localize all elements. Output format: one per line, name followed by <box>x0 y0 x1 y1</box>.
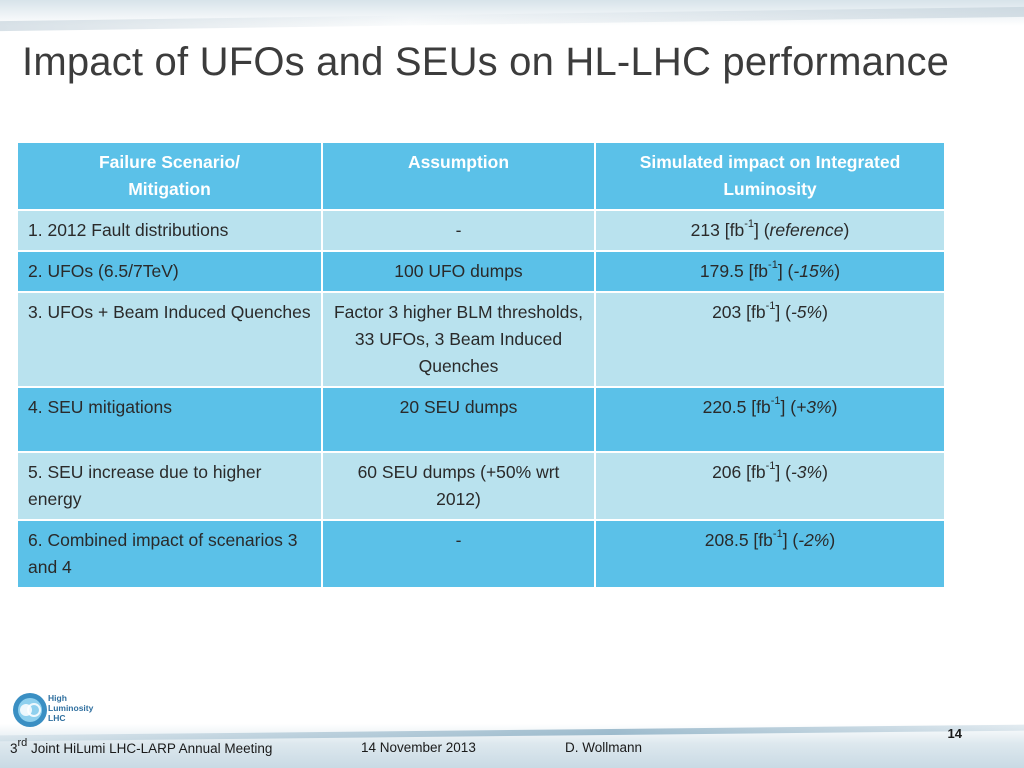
page-number: 14 <box>947 726 962 741</box>
impact-note: -3% <box>790 462 823 482</box>
logo-line: LHC <box>48 713 66 723</box>
impact-separator: ] ( <box>780 397 797 417</box>
footer-meeting: 3rd Joint HiLumi LHC-LARP Annual Meeting <box>10 737 273 756</box>
impact-cell: 220.5 [fb-1] (+3%) <box>594 386 946 453</box>
logo-line: Luminosity <box>48 703 94 713</box>
logo-line: High <box>48 693 67 703</box>
header-text: Assumption <box>407 152 510 172</box>
impact-table: Failure Scenario/ Mitigation Assumption … <box>16 141 946 589</box>
impact-end: ) <box>829 530 836 550</box>
impact-unit-exponent: -1 <box>765 300 776 313</box>
assumption-cell: Factor 3 higher BLM thresholds, 33 UFOs,… <box>321 291 596 388</box>
header-text: Luminosity <box>723 179 817 199</box>
impact-note: +3% <box>796 397 832 417</box>
top-decoration-band <box>0 0 1024 26</box>
impact-value: 206 [fb <box>712 462 766 482</box>
header-assumption: Assumption <box>321 141 596 211</box>
impact-cell: 206 [fb-1] (-3%) <box>594 451 946 521</box>
impact-cell: 179.5 [fb-1] (-15%) <box>594 250 946 293</box>
table-row: 2. UFOs (6.5/7TeV) 100 UFO dumps 179.5 [… <box>16 250 946 293</box>
header-text: Simulated impact on Integrated <box>639 152 901 172</box>
header-failure-scenario: Failure Scenario/ Mitigation <box>16 141 323 211</box>
impact-note: -2% <box>798 530 830 550</box>
impact-unit-exponent: -1 <box>768 259 778 272</box>
footer-author: D. Wollmann <box>565 740 643 755</box>
header-text: Failure Scenario/ <box>98 152 241 172</box>
assumption-cell: 60 SEU dumps (+50% wrt 2012) <box>321 451 596 521</box>
table-header-row: Failure Scenario/ Mitigation Assumption … <box>16 141 946 211</box>
impact-value: 208.5 [fb <box>704 530 773 550</box>
scenario-cell: 1. 2012 Fault distributions <box>16 209 323 252</box>
table-row: 4. SEU mitigations 20 SEU dumps 220.5 [f… <box>16 386 946 453</box>
hilumi-logo-icon <box>13 693 47 727</box>
impact-unit-exponent: -1 <box>770 395 781 408</box>
hilumi-logo-text: High Luminosity LHC <box>48 693 93 723</box>
impact-end: ) <box>834 261 841 281</box>
scenario-cell: 5. SEU increase due to higher energy <box>16 451 323 521</box>
footer-date: 14 November 2013 <box>361 740 476 755</box>
impact-value: 179.5 [fb <box>699 261 769 281</box>
impact-unit-exponent: -1 <box>772 528 783 541</box>
assumption-cell: - <box>321 209 596 252</box>
impact-note: -15% <box>793 261 835 281</box>
impact-cell: 208.5 [fb-1] (-2%) <box>594 519 946 589</box>
scenario-cell: 2. UFOs (6.5/7TeV) <box>16 250 323 293</box>
impact-separator: ] ( <box>775 462 791 482</box>
footer-meeting-ordinal: rd <box>17 736 28 749</box>
impact-unit-exponent: -1 <box>765 460 776 473</box>
header-simulated-impact: Simulated impact on Integrated Luminosit… <box>594 141 946 211</box>
bottom-decoration-band <box>0 724 1024 768</box>
slide-title: Impact of UFOs and SEUs on HL-LHC perfor… <box>22 40 950 84</box>
assumption-cell: 100 UFO dumps <box>321 250 596 293</box>
table-row: 6. Combined impact of scenarios 3 and 4 … <box>16 519 946 589</box>
table-row: 5. SEU increase due to higher energy 60 … <box>16 451 946 521</box>
impact-separator: ] ( <box>753 220 770 240</box>
impact-note: -5% <box>790 302 823 322</box>
table-row: 3. UFOs + Beam Induced Quenches Factor 3… <box>16 291 946 388</box>
impact-cell: 203 [fb-1] (-5%) <box>594 291 946 388</box>
impact-end: ) <box>831 397 838 417</box>
scenario-cell: 6. Combined impact of scenarios 3 and 4 <box>16 519 323 589</box>
table-row: 1. 2012 Fault distributions - 213 [fb-1]… <box>16 209 946 252</box>
impact-unit-exponent: -1 <box>744 218 754 231</box>
scenario-cell: 4. SEU mitigations <box>16 386 323 453</box>
scenario-cell: 3. UFOs + Beam Induced Quenches <box>16 291 323 388</box>
impact-value: 213 [fb <box>690 220 745 240</box>
assumption-cell: 20 SEU dumps <box>321 386 596 453</box>
impact-value: 220.5 [fb <box>702 397 771 417</box>
impact-value: 203 [fb <box>712 302 766 322</box>
impact-end: ) <box>822 462 828 482</box>
footer-meeting-name: Joint HiLumi LHC-LARP Annual Meeting <box>27 741 273 756</box>
footer-meeting-number: 3 <box>10 741 18 756</box>
impact-cell: 213 [fb-1] (reference) <box>594 209 946 252</box>
impact-separator: ] ( <box>777 261 794 281</box>
impact-separator: ] ( <box>782 530 799 550</box>
impact-end: ) <box>843 220 850 240</box>
assumption-cell: - <box>321 519 596 589</box>
header-text: Mitigation <box>128 179 211 199</box>
impact-note: reference <box>769 220 844 240</box>
impact-separator: ] ( <box>775 302 791 322</box>
impact-end: ) <box>822 302 828 322</box>
